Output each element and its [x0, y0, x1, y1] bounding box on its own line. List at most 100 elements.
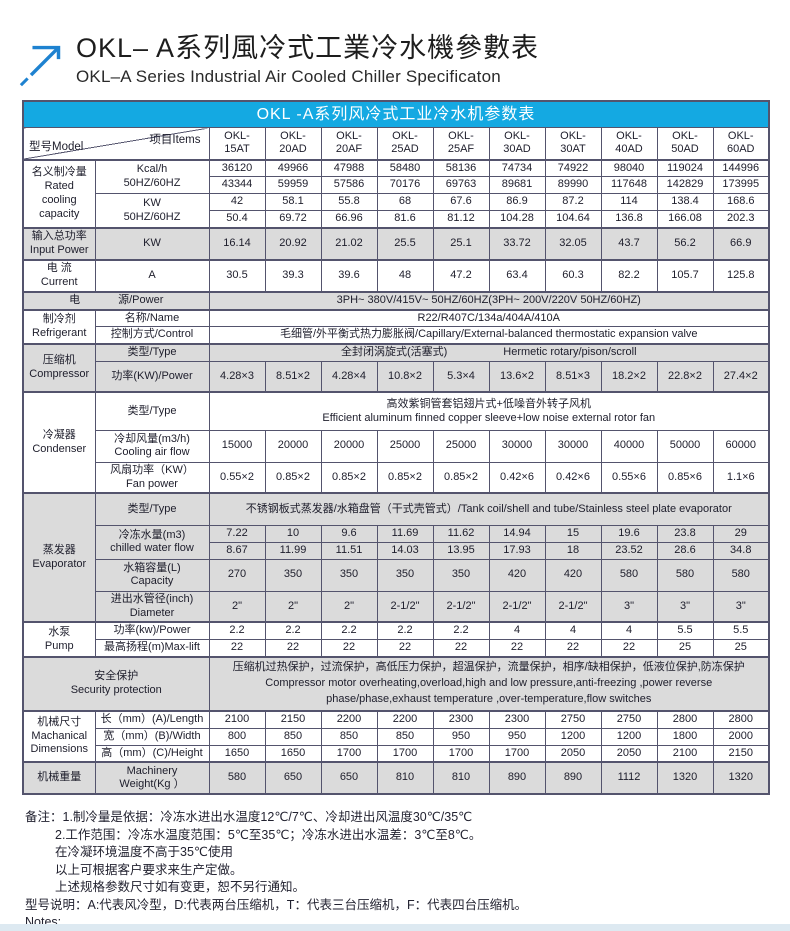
compressor-type-zh: 全封闭涡旋式(活塞式) — [340, 346, 448, 358]
row-dim-width: 宽（mm）(B)/Width 800 850 850 850 950 950 1200 120… — [23, 727, 770, 746]
spec-value-cell: 36120 — [208, 158, 266, 178]
spec-value-cell: 114 — [600, 193, 658, 212]
spec-value-cell: 2" — [320, 590, 378, 623]
spec-value-cell: 1700 — [432, 744, 490, 763]
spec-value-cell: 4 — [544, 621, 602, 641]
spec-value-cell: 27.4×2 — [712, 360, 770, 393]
model-header-row: 型号Model 项目Items OKL- 15AT OKL- 20AD OKL- 20AF… — [22, 127, 770, 160]
refrigerant-control-value: 毛细管/外平衡式热力膨胀阀/Capillary/External-balance… — [208, 326, 770, 345]
row-evaporator-water-60: 8.67 11.99 11.51 14.03 13.95 17.93 18 23.52 28.6… — [23, 541, 770, 560]
spec-value-cell: 1650 — [264, 744, 322, 763]
compressor-type-value: 全封闭涡旋式(活塞式) Hermetic rotary/pison/scroll — [208, 342, 770, 362]
spec-value-cell: 22 — [376, 638, 434, 658]
spec-value-cell: 2750 — [600, 709, 658, 729]
spec-value-cell: 30.5 — [208, 258, 266, 292]
row-compressor-type: 压缩机 Compressor 类型/Type 全封闭涡旋式(活塞式) Hermet… — [22, 342, 770, 393]
spec-value-cell: 10.8×2 — [376, 360, 434, 393]
spec-value-cell: 25.5 — [376, 227, 434, 260]
spec-value-cell: 58136 — [432, 158, 490, 178]
corner-cell: 型号Model 项目Items — [22, 127, 210, 160]
spec-value-cell: 2150 — [712, 744, 770, 763]
row-rated-kw-50: KW 50HZ/60HZ 42 58.1 55.8 68 67.6 86.9 87.2 114… — [23, 193, 770, 229]
spec-value-cell: 25000 — [432, 429, 490, 463]
spec-value-cell: 57586 — [320, 176, 378, 195]
row-condenser-airflow: 冷却风量(m3/h) Cooling air flow 15000 20000 20… — [23, 429, 770, 463]
spec-value-cell: 2750 — [544, 709, 602, 729]
spec-value-cell: 22 — [544, 638, 602, 658]
row-evaporator-capacity: 水箱容量(L) Capacity 270 350 350 350 350 420 420 58… — [23, 558, 770, 592]
compressor-type-label: 类型/Type — [94, 342, 210, 362]
security-value-en: Compressor motor overheating,overload,hi… — [265, 676, 713, 705]
weight-unit-label: Machinery Weight(Kg ） — [94, 761, 210, 795]
spec-value-cell: 580 — [712, 558, 770, 592]
spec-value-cell: 2.2 — [264, 621, 322, 641]
spec-value-cell: 22 — [600, 638, 658, 658]
spec-value-cell: 0.85×2 — [320, 461, 378, 494]
spec-value-cell: 2" — [208, 590, 266, 623]
spec-value-cell: 29 — [712, 524, 770, 543]
spec-value-cell: 15000 — [208, 429, 266, 463]
spec-value-cell: 11.62 — [432, 524, 490, 543]
spec-value-cell: 2" — [264, 590, 322, 623]
condenser-type-zh: 高效紫铜管套铝翅片式+低噪音外转子风机 — [386, 397, 591, 410]
spec-value-cell: 22.8×2 — [656, 360, 714, 393]
spec-value-cell: 2.2 — [376, 621, 434, 641]
arrow-logo-icon — [19, 45, 61, 87]
spec-value-cell: 136.8 — [600, 210, 658, 229]
row-rated-kcal-60: 43344 59959 57586 70176 69763 89681 89990 11764… — [23, 176, 770, 195]
spec-value-cell: 2200 — [376, 709, 434, 729]
spec-value-cell: 22 — [320, 638, 378, 658]
spec-value-cell: 1650 — [208, 744, 266, 763]
spec-value-cell: 0.55×6 — [600, 461, 658, 494]
spec-value-cell: 1700 — [320, 744, 378, 763]
spec-value-cell: 0.85×6 — [656, 461, 714, 494]
spec-value-cell: 3" — [656, 590, 714, 623]
spec-value-cell: 33.72 — [488, 227, 546, 260]
spec-value-cell: 48 — [376, 258, 434, 292]
spec-value-cell: 1112 — [600, 761, 658, 795]
corner-items-label: 项目Items — [149, 134, 201, 146]
row-label-security: 安全保护 Security protection — [22, 655, 210, 712]
spec-value-cell: 87.2 — [544, 193, 602, 212]
spec-value-cell: 5.5 — [712, 621, 770, 641]
model-header-cell: OKL- 30AD — [488, 127, 546, 160]
row-power-source: 电 源/Power 3PH~ 380V/415V~ 50HZ/60HZ(3PH~ … — [22, 290, 770, 310]
row-condenser-type: 冷凝器 Condenser 类型/Type 高效紫铜管套铝翅片式+低噪音外转子风… — [22, 391, 770, 494]
spec-value-cell: 0.42×6 — [544, 461, 602, 494]
spec-value-cell: 1200 — [544, 727, 602, 746]
spec-value-cell: 18.2×2 — [600, 360, 658, 393]
spec-value-cell: 2300 — [432, 709, 490, 729]
model-header-cell: OKL- 40AD — [600, 127, 658, 160]
evaporator-type-label: 类型/Type — [94, 492, 210, 526]
condenser-type-label: 类型/Type — [94, 391, 210, 431]
compressor-power-label: 功率(KW)/Power — [94, 360, 210, 393]
spec-value-cell: 66.96 — [320, 210, 378, 229]
spec-value-cell: 173995 — [712, 176, 770, 195]
spec-value-cell: 28.6 — [656, 541, 714, 560]
spec-value-cell: 69.72 — [264, 210, 322, 229]
spec-value-cell: 89681 — [488, 176, 546, 195]
row-label-current-unit: A — [94, 258, 210, 292]
spec-value-cell: 2.2 — [320, 621, 378, 641]
spec-value-cell: 7.22 — [208, 524, 266, 543]
spec-value-cell: 0.55×2 — [208, 461, 266, 494]
row-label-pump: 水泵 Pump — [22, 621, 96, 658]
table-caption: OKL -A系列风冷式工业冷水机参数表 — [22, 100, 770, 128]
spec-value-cell: 580 — [656, 558, 714, 592]
row-pump-power: 水泵 Pump 功率(kw)/Power 2.2 2.2 2.2 2.2 2.2 4 4 4 5… — [22, 621, 770, 658]
spec-value-cell: 58.1 — [264, 193, 322, 212]
row-label-weight: 机械重量 — [22, 761, 96, 795]
spec-value-cell: 39.6 — [320, 258, 378, 292]
spec-value-cell: 70176 — [376, 176, 434, 195]
spec-value-cell: 4 — [488, 621, 546, 641]
spec-value-cell: 43344 — [208, 176, 266, 195]
spec-value-cell: 21.02 — [320, 227, 378, 260]
spec-value-cell: 59959 — [264, 176, 322, 195]
footer-strip — [0, 924, 790, 931]
row-evaporator-type: 蒸发器 Evaporator 类型/Type 不锈钢板式蒸发器/水箱盘管（干式壳… — [22, 492, 770, 623]
spec-value-cell: 60.3 — [544, 258, 602, 292]
row-security: 安全保护 Security protection 压缩机过热保护，过流保护，高低… — [22, 655, 770, 712]
row-pump-lift: 最高扬程(m)Max-lift 22 22 22 22 22 22 22 22 25 25 — [23, 638, 770, 658]
spec-value-cell: 350 — [432, 558, 490, 592]
dim-height-label: 高（mm）(C)/Height — [94, 744, 210, 763]
